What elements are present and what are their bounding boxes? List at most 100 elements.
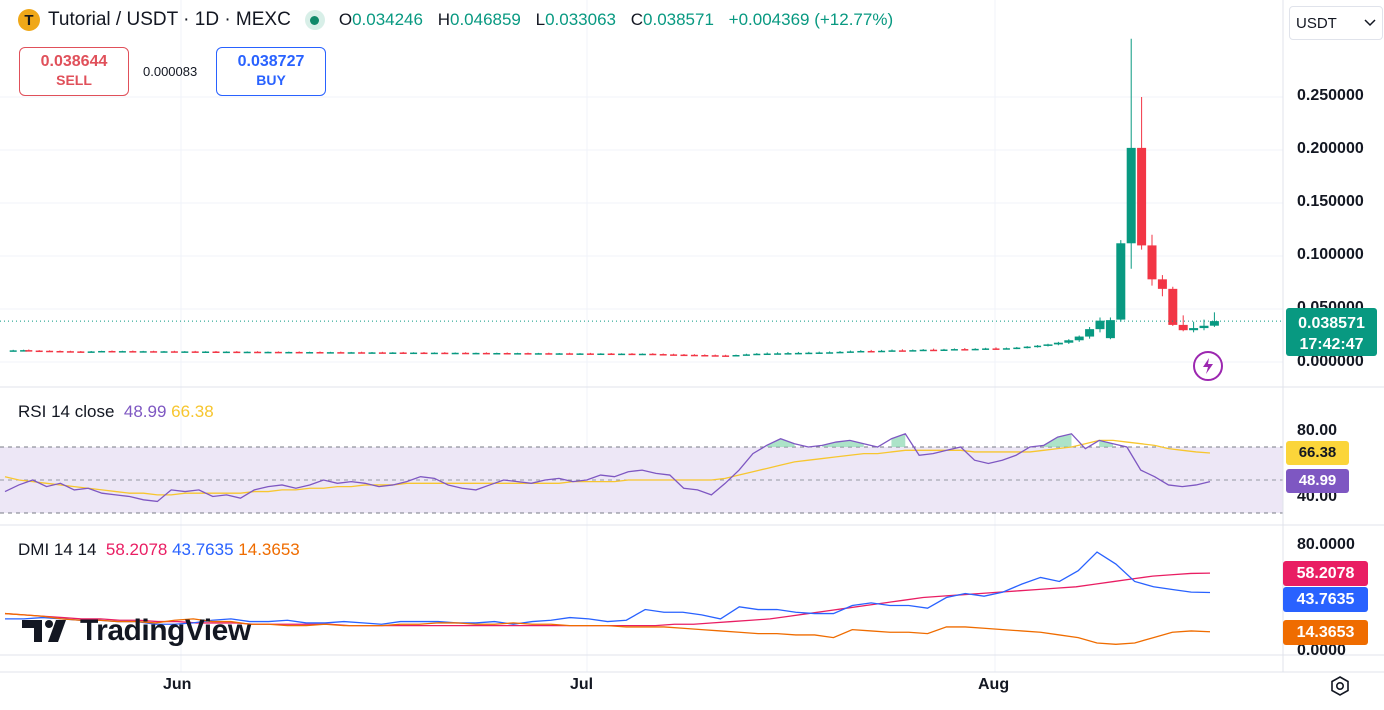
- candle-body: [316, 352, 324, 354]
- candle-body: [1209, 321, 1219, 326]
- minus-di-value: 14.3653: [238, 540, 300, 559]
- candle-body: [170, 351, 178, 353]
- candle-body: [732, 355, 740, 357]
- rsi-value-tag: 48.99: [1286, 469, 1349, 493]
- candle-body: [950, 349, 958, 351]
- candle-body: [815, 352, 823, 354]
- candle-body: [493, 352, 501, 355]
- market-status-icon[interactable]: [304, 10, 325, 30]
- candle-body: [108, 350, 116, 353]
- sell-button[interactable]: 0.038644 SELL: [19, 47, 129, 96]
- candle-body: [20, 350, 28, 352]
- candle-body: [597, 353, 605, 356]
- candle-body: [118, 351, 126, 353]
- candle-body: [503, 352, 511, 355]
- candle-body: [722, 355, 730, 357]
- candle-body: [753, 353, 761, 356]
- ohlc-values: O0.034246 H0.046859 L0.033063 C0.038571 …: [338, 10, 894, 29]
- candle-body: [940, 349, 948, 351]
- grid-lines: [0, 0, 1283, 672]
- candle-body: [586, 353, 594, 355]
- candle-body: [358, 352, 366, 354]
- candle-body: [659, 354, 667, 356]
- sell-label: SELL: [56, 72, 92, 88]
- candle-body: [1157, 279, 1167, 289]
- time-label: Jun: [163, 676, 192, 693]
- candle-body: [25, 350, 33, 352]
- price-tick: 0.150000: [1297, 193, 1364, 210]
- minus-di-line: [4, 612, 1211, 645]
- candle-body: [794, 352, 802, 355]
- candle-body: [378, 352, 386, 354]
- rsi-pane: [0, 433, 1283, 514]
- chevron-down-icon: [1364, 19, 1376, 27]
- change-value: +0.004369 (+12.77%): [728, 10, 894, 29]
- candle-body: [306, 352, 314, 354]
- candle-body: [649, 353, 657, 356]
- candle-body: [295, 351, 303, 354]
- tradingview-logo-icon: [22, 620, 66, 642]
- candle-body: [451, 352, 459, 355]
- candle-body: [711, 355, 719, 357]
- candle-body: [836, 351, 844, 354]
- sell-price: 0.038644: [40, 53, 108, 70]
- candle-body: [763, 353, 771, 356]
- candle-body: [1189, 328, 1199, 331]
- candle-body: [826, 352, 834, 354]
- open-value: 0.034246: [352, 10, 423, 29]
- candle-body: [534, 353, 542, 355]
- candle-body: [857, 350, 865, 353]
- candle-body: [139, 351, 147, 353]
- settings-gear-icon[interactable]: [1328, 674, 1352, 698]
- candle-body: [181, 351, 189, 353]
- candles: [0, 38, 1283, 357]
- candle-body: [846, 351, 854, 353]
- candle-body: [129, 351, 137, 353]
- candle-body: [1013, 347, 1021, 350]
- pane-separators: [0, 0, 1384, 673]
- rsi-ma-value: 66.38: [171, 402, 214, 421]
- last-price: 0.038571: [1298, 315, 1365, 332]
- dmi-legend[interactable]: DMI 14 14 58.2078 43.7635 14.3653: [18, 540, 300, 559]
- candle-body: [628, 353, 636, 356]
- flash-icon[interactable]: [1193, 351, 1223, 381]
- candle-body: [1023, 346, 1031, 349]
- adx-tag: 58.2078: [1283, 561, 1368, 586]
- candle-body: [441, 352, 449, 355]
- spread-value: 0.000083: [143, 64, 198, 79]
- candle-body: [430, 352, 438, 355]
- currency-value: USDT: [1296, 14, 1337, 32]
- symbol-title[interactable]: Tutorial / USDT · 1D · MEXC: [48, 9, 291, 30]
- rsi-legend[interactable]: RSI 14 close 48.99 66.38: [18, 402, 214, 421]
- candle-body: [878, 350, 886, 353]
- candle-body: [961, 349, 969, 351]
- candle-body: [545, 353, 553, 355]
- candle-body: [971, 348, 979, 351]
- bar-countdown: 17:42:47: [1299, 336, 1364, 353]
- candle-body: [566, 353, 574, 355]
- currency-select[interactable]: USDT: [1289, 6, 1383, 40]
- candle-body: [264, 351, 272, 354]
- candle-body: [285, 351, 293, 354]
- buy-button[interactable]: 0.038727 BUY: [216, 47, 326, 96]
- candle-body: [805, 352, 813, 355]
- tradingview-logo[interactable]: TradingView: [22, 614, 251, 648]
- price-tick: 0.000000: [1297, 353, 1364, 370]
- candle-body: [274, 351, 282, 354]
- candle-body: [46, 350, 54, 353]
- rsi-overbought-fill: [822, 440, 864, 447]
- buy-price: 0.038727: [237, 53, 305, 70]
- candle-body: [420, 352, 428, 355]
- dmi-tick: 80.0000: [1297, 536, 1355, 553]
- dmi-pane: [4, 551, 1211, 645]
- candle-body: [576, 353, 584, 355]
- candle-body: [150, 351, 158, 353]
- candle-body: [233, 351, 241, 354]
- tradingview-wordmark: TradingView: [80, 614, 251, 647]
- candle-body: [98, 350, 106, 353]
- candle-body: [191, 351, 199, 353]
- plus-di-value: 43.7635: [172, 540, 234, 559]
- candle-body: [368, 352, 376, 354]
- rsi-overbought-fill: [766, 438, 795, 447]
